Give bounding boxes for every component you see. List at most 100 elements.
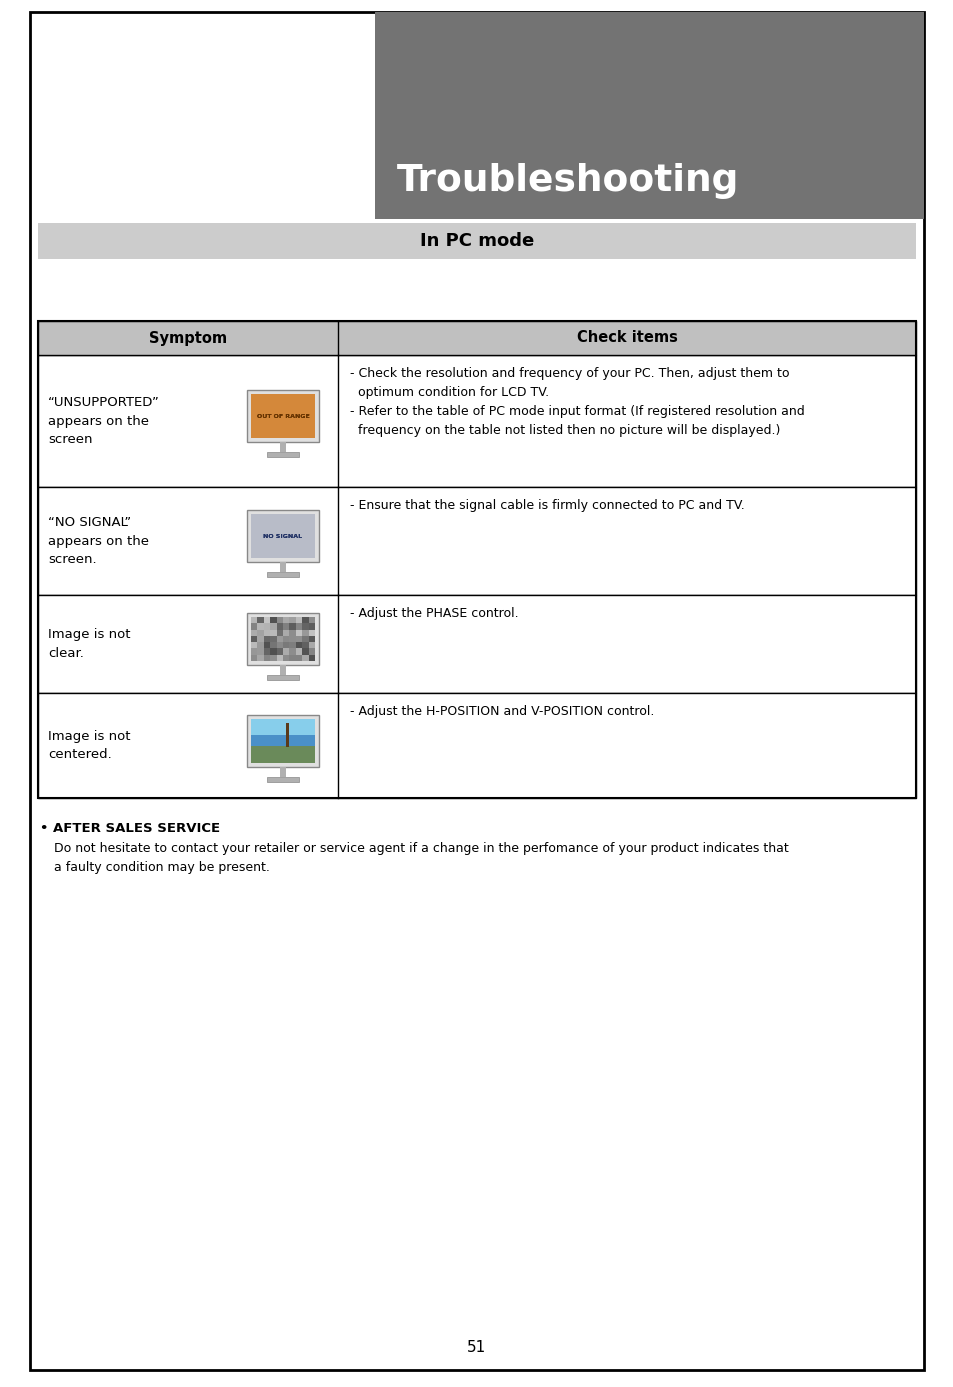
Bar xyxy=(280,442,286,452)
Text: - Check the resolution and frequency of your PC. Then, adjust them to
  optimum : - Check the resolution and frequency of … xyxy=(350,368,804,437)
Bar xyxy=(251,746,314,763)
Bar xyxy=(276,635,283,642)
Text: OUT OF RANGE: OUT OF RANGE xyxy=(256,413,309,419)
Bar xyxy=(308,617,314,623)
Bar xyxy=(38,694,915,798)
Bar xyxy=(308,649,314,655)
Bar xyxy=(302,630,308,635)
Bar xyxy=(257,642,264,649)
Bar xyxy=(251,617,257,623)
Bar xyxy=(302,649,308,655)
Bar xyxy=(257,655,264,662)
Bar xyxy=(295,635,302,642)
Bar xyxy=(251,394,314,438)
Bar xyxy=(257,630,264,635)
Bar xyxy=(270,623,276,630)
Bar xyxy=(289,635,295,642)
Bar xyxy=(289,623,295,630)
Bar xyxy=(280,664,286,675)
Bar xyxy=(251,630,257,635)
Text: Do not hesitate to contact your retailer or service agent if a change in the per: Do not hesitate to contact your retailer… xyxy=(54,842,788,874)
Bar xyxy=(270,642,276,649)
Bar xyxy=(270,649,276,655)
Bar xyxy=(283,649,289,655)
Bar xyxy=(257,630,264,635)
Bar xyxy=(302,623,308,630)
Bar xyxy=(264,655,270,662)
Bar xyxy=(276,642,283,649)
Bar xyxy=(276,642,283,649)
Bar xyxy=(308,630,314,635)
Bar xyxy=(38,487,915,595)
Bar xyxy=(283,649,289,655)
Text: - Ensure that the signal cable is firmly connected to PC and TV.: - Ensure that the signal cable is firmly… xyxy=(350,499,744,512)
Bar xyxy=(264,635,270,642)
Bar xyxy=(38,355,915,487)
Bar xyxy=(251,394,314,438)
Text: Symptom: Symptom xyxy=(149,330,227,345)
Bar xyxy=(289,635,295,642)
Bar xyxy=(283,655,289,662)
Bar xyxy=(295,630,302,635)
Bar xyxy=(270,635,276,642)
Bar xyxy=(289,617,295,623)
Bar xyxy=(308,630,314,635)
Bar xyxy=(283,655,289,662)
Bar xyxy=(257,623,264,630)
Bar xyxy=(289,623,295,630)
Bar xyxy=(295,635,302,642)
Bar xyxy=(302,635,308,642)
Bar xyxy=(286,723,289,748)
Bar xyxy=(270,649,276,655)
Bar xyxy=(302,642,308,649)
Bar xyxy=(267,777,298,781)
Bar xyxy=(295,623,302,630)
Bar xyxy=(264,635,270,642)
Bar xyxy=(38,320,915,798)
Bar xyxy=(302,623,308,630)
Bar xyxy=(251,635,257,642)
Bar xyxy=(267,675,298,680)
Bar xyxy=(251,617,314,662)
Bar xyxy=(308,642,314,649)
Bar xyxy=(289,630,295,635)
Bar xyxy=(38,595,915,694)
Bar xyxy=(270,630,276,635)
Bar xyxy=(302,630,308,635)
Bar xyxy=(276,623,283,630)
Bar xyxy=(289,630,295,635)
Bar xyxy=(302,635,308,642)
Bar xyxy=(257,655,264,662)
Bar xyxy=(264,642,270,649)
Bar xyxy=(308,623,314,630)
Bar xyxy=(295,642,302,649)
Bar xyxy=(251,515,314,558)
Bar xyxy=(264,649,270,655)
Bar xyxy=(276,617,283,623)
Bar xyxy=(264,649,270,655)
Bar xyxy=(302,655,308,662)
Bar xyxy=(38,223,915,259)
Bar xyxy=(308,655,314,662)
Bar xyxy=(257,649,264,655)
Bar xyxy=(247,714,318,767)
Bar xyxy=(270,655,276,662)
Bar xyxy=(270,642,276,649)
Bar xyxy=(295,649,302,655)
Bar xyxy=(251,623,257,630)
Bar xyxy=(251,515,314,558)
Bar xyxy=(276,649,283,655)
Bar xyxy=(289,642,295,649)
Text: OUT OF RANGE: OUT OF RANGE xyxy=(256,413,309,419)
Bar xyxy=(264,617,270,623)
Bar xyxy=(308,642,314,649)
Text: Check items: Check items xyxy=(576,330,677,345)
Bar xyxy=(302,617,308,623)
Bar xyxy=(251,649,257,655)
Bar xyxy=(251,735,314,746)
Bar xyxy=(276,635,283,642)
Text: NO SIGNAL: NO SIGNAL xyxy=(263,534,302,538)
Text: - Adjust the PHASE control.: - Adjust the PHASE control. xyxy=(350,608,518,620)
Bar xyxy=(276,630,283,635)
Bar xyxy=(247,613,318,664)
